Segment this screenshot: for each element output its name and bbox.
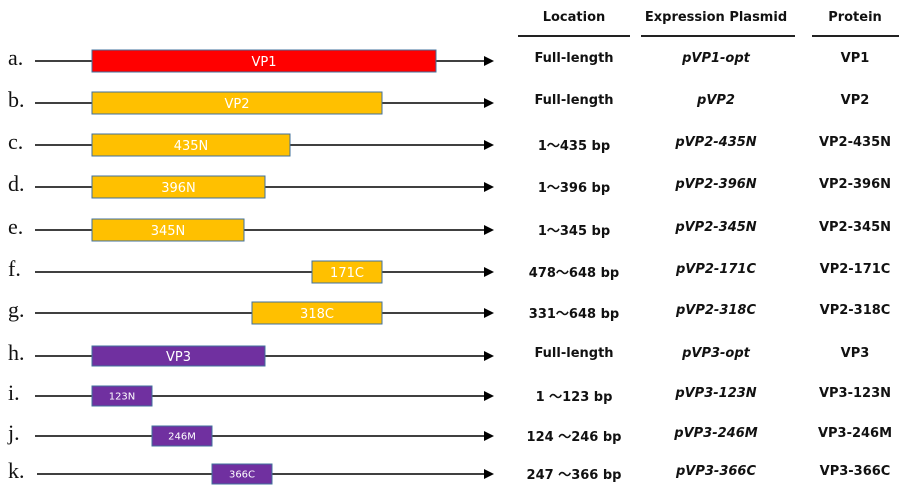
location-g: 331～648 bp xyxy=(528,307,620,322)
segment-a xyxy=(91,49,437,73)
protein-d: VP2-396N xyxy=(818,177,892,192)
segment-f xyxy=(311,260,383,284)
protein-c: VP2-435N xyxy=(818,135,892,150)
arrowhead-h xyxy=(484,351,494,361)
row-letter-d: d. xyxy=(8,171,25,196)
row-letter-e: e. xyxy=(8,214,24,239)
segment-label-c: 435N xyxy=(174,139,209,154)
segment-label-h: VP3 xyxy=(166,350,191,365)
row-letter-j: j. xyxy=(8,420,20,445)
location-b: Full-length xyxy=(534,93,614,108)
location-j: 124 ～246 bp xyxy=(526,430,622,445)
location-a: Full-length xyxy=(534,51,614,66)
arrowhead-d xyxy=(484,182,494,192)
location-h: Full-length xyxy=(534,346,614,361)
plasmid-h: pVP3-opt xyxy=(682,346,750,361)
location-k: 247 ～366 bp xyxy=(526,468,622,483)
segment-h xyxy=(91,345,266,367)
location-e: 1～345 bp xyxy=(537,224,611,239)
row-letter-a: a. xyxy=(8,45,24,70)
segment-k xyxy=(211,463,273,485)
segment-label-g: 318C xyxy=(300,307,334,322)
row-letter-i: i. xyxy=(8,380,20,405)
protein-f: VP2-171C xyxy=(819,262,891,277)
row-letter-k: k. xyxy=(8,458,25,483)
segment-label-d: 396N xyxy=(161,181,196,196)
segment-e xyxy=(91,218,245,242)
plasmid-a: pVP1-opt xyxy=(682,51,750,66)
arrowhead-e xyxy=(484,225,494,235)
segment-i xyxy=(91,385,153,407)
location-c: 1～435 bp xyxy=(537,139,611,154)
segment-label-f: 171C xyxy=(330,266,364,281)
protein-b: VP2 xyxy=(840,93,870,108)
arrowhead-k xyxy=(484,469,494,479)
segment-g xyxy=(251,301,383,325)
protein-j: VP3-246M xyxy=(817,426,893,441)
header-underline-protein xyxy=(812,35,899,37)
protein-h: VP3 xyxy=(840,346,870,361)
plasmid-j: pVP3-246M xyxy=(674,426,758,441)
row-letter-f: f. xyxy=(8,256,21,281)
protein-k: VP3-366C xyxy=(819,464,891,479)
segment-label-i: 123N xyxy=(109,392,136,403)
segment-j xyxy=(151,425,213,447)
protein-e: VP2-345N xyxy=(818,220,892,235)
header-protein: Protein xyxy=(828,10,882,25)
location-f: 478～648 bp xyxy=(528,266,620,281)
protein-a: VP1 xyxy=(840,51,870,66)
segment-label-k: 366C xyxy=(229,470,255,481)
header-expression-plasmid: Expression Plasmid xyxy=(644,10,788,25)
plasmid-e: pVP2-345N xyxy=(675,220,757,235)
plasmid-i: pVP3-123N xyxy=(675,386,757,401)
plasmid-d: pVP2-396N xyxy=(675,177,757,192)
protein-g: VP2-318C xyxy=(819,303,891,318)
arrowhead-b xyxy=(484,98,494,108)
arrowhead-i xyxy=(484,391,494,401)
segment-d xyxy=(91,175,266,199)
plasmid-b: pVP2 xyxy=(697,93,735,108)
arrowhead-c xyxy=(484,140,494,150)
row-letter-h: h. xyxy=(8,340,25,365)
header-location: Location xyxy=(542,10,606,25)
plasmid-k: pVP3-366C xyxy=(675,464,756,479)
segment-label-b: VP2 xyxy=(224,97,249,112)
location-i: 1 ～123 bp xyxy=(535,390,613,405)
segment-b xyxy=(91,91,383,115)
plasmid-g: pVP2-318C xyxy=(675,303,756,318)
arrowhead-g xyxy=(484,308,494,318)
header-underline-location xyxy=(518,35,630,37)
row-letter-c: c. xyxy=(8,129,24,154)
plasmid-f: pVP2-171C xyxy=(675,262,756,277)
arrowhead-a xyxy=(484,56,494,66)
arrowhead-f xyxy=(484,267,494,277)
arrowhead-j xyxy=(484,431,494,441)
segment-label-j: 246M xyxy=(168,432,196,443)
plasmid-c: pVP2-435N xyxy=(675,135,757,150)
segment-c xyxy=(91,133,291,157)
location-d: 1～396 bp xyxy=(537,181,611,196)
row-letter-b: b. xyxy=(8,87,25,112)
row-letter-g: g. xyxy=(8,297,25,322)
header-underline-plasmid xyxy=(641,35,795,37)
protein-i: VP3-123N xyxy=(818,386,892,401)
segment-label-a: VP1 xyxy=(251,55,276,70)
segment-label-e: 345N xyxy=(151,224,186,239)
